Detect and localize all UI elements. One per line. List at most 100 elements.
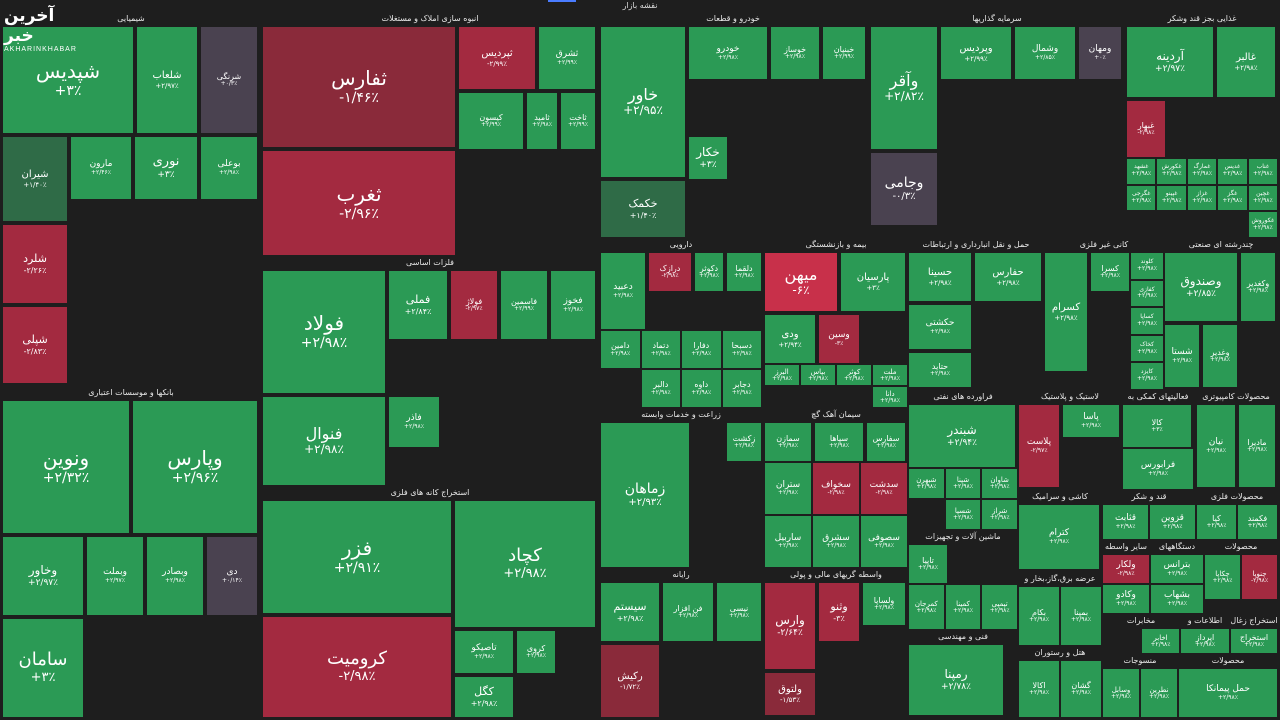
tile: بمپنا +۲/۹۸٪ bbox=[1060, 586, 1102, 646]
tile: ودی +۲/۹۴٪ bbox=[764, 314, 816, 364]
tile: حفارس +۲/۹۸٪ bbox=[974, 252, 1042, 302]
sector-6: فلزات اساسی bbox=[262, 256, 598, 486]
tile-change: -۱/۵۳٪ bbox=[780, 695, 800, 704]
tile-change: +۲/۹۸٪ bbox=[300, 335, 348, 352]
tile: چکاپا +۲/۹۸٪ bbox=[1204, 554, 1241, 600]
tile-change: +۲/۹۸٪ bbox=[1248, 287, 1268, 295]
tile: وبصادر +۲/۹۸٪ bbox=[146, 536, 204, 616]
site-logo: آخرین خبر AKHARINKHABAR bbox=[4, 6, 76, 53]
tile: تپمپی +۲/۹۸٪ bbox=[981, 584, 1018, 630]
tile: نیسی +۲/۹۸٪ bbox=[716, 582, 762, 642]
sector-title: لاستیک و پلاستیک bbox=[1041, 392, 1099, 401]
tile-name: غگز bbox=[1227, 190, 1238, 198]
tile: سدشت -۲/۹۸٪ bbox=[860, 462, 908, 515]
tile: کیسون +۲/۹۹٪ bbox=[458, 92, 524, 150]
tile-name: کسرا bbox=[1101, 263, 1119, 273]
tile-change: +۲/۹۸٪ bbox=[1252, 223, 1273, 231]
tile-name: نطرین bbox=[1149, 685, 1169, 694]
tile-change: +۲/۹۸٪ bbox=[1244, 641, 1264, 649]
sector-title: خودرو و قطعات bbox=[706, 14, 760, 23]
tile: وشمال +۲/۸۵٪ bbox=[1014, 26, 1076, 80]
tile-name: ودی bbox=[781, 329, 799, 341]
tile: تاپیا +۲/۹۸٪ bbox=[908, 544, 948, 584]
tile-change: +۲/۹۸٪ bbox=[1131, 170, 1152, 178]
sector-title: استخراج کانه های فلزی bbox=[390, 488, 470, 497]
tile: خودرو +۲/۹۸٪ bbox=[688, 26, 768, 80]
sector-title: محصولات bbox=[1211, 656, 1245, 665]
tile-name: سیستم bbox=[613, 600, 647, 614]
sector-title: سایر واسطه bbox=[1105, 542, 1147, 551]
tile-change: +۲/۹۹٪ bbox=[834, 53, 854, 61]
tile: غکورش +۲/۹۸٪ bbox=[1156, 158, 1187, 185]
tile-name: وجامی bbox=[884, 175, 924, 192]
tile-change: +۲/۹۸٪ bbox=[1148, 469, 1168, 477]
sector-28: دستگاههای bbox=[1150, 540, 1204, 614]
tile-name: کخاک bbox=[1140, 340, 1154, 348]
tile: اخابر +۲/۹۸٪ bbox=[1141, 628, 1180, 654]
tile-name: مادیرا bbox=[1247, 437, 1267, 447]
tile: شپلی -۲/۸۳٪ bbox=[2, 306, 68, 384]
tile-change: +۲/۹۸٪ bbox=[718, 53, 738, 61]
sector-title: سرمایه گذاریها bbox=[972, 14, 1022, 23]
tile-change: +۲/۹۸٪ bbox=[1195, 641, 1215, 649]
tile-name: غشهد bbox=[1134, 163, 1149, 171]
tile-change: +۰/۳٪ bbox=[220, 80, 238, 88]
tile: ثامید +۲/۹۸٪ bbox=[526, 92, 558, 150]
tile-name: غکورش bbox=[1161, 163, 1182, 171]
tile: وبملت +۲/۹۷٪ bbox=[86, 536, 144, 616]
tile: پلاست -۲/۹۷٪ bbox=[1018, 404, 1060, 488]
tile-change: +۲/۹۸٪ bbox=[778, 489, 798, 497]
tile: شپنا +۲/۹۸٪ bbox=[944, 468, 982, 499]
sector-title: استخراج زغال bbox=[1230, 616, 1278, 625]
tile-change: +۲/۹۸٪ bbox=[1137, 264, 1157, 272]
tile-change: +۲/۹۹٪ bbox=[514, 305, 534, 313]
tile: دامین +۲/۹۸٪ bbox=[600, 330, 641, 369]
tile-change: +۲/۹۸٪ bbox=[916, 483, 937, 491]
tile-name: وکادو bbox=[1116, 590, 1136, 601]
tile-name: غناب bbox=[1256, 163, 1270, 171]
tile-name: شراز bbox=[992, 507, 1008, 516]
tile: کسرام +۲/۹۸٪ bbox=[1044, 252, 1088, 372]
tile-change: -۲/۸۳٪ bbox=[23, 346, 47, 356]
tile-change: -۲/۹۸٪ bbox=[661, 272, 679, 280]
tile-name: وپردیس bbox=[959, 43, 993, 55]
tile: پارسیان +۳٪ bbox=[840, 252, 906, 312]
tile-name: سمازن bbox=[776, 433, 800, 443]
sector-14: زراعت و خدمات وابسته bbox=[600, 408, 762, 568]
tile-name: وسین bbox=[828, 330, 850, 341]
tile-change: +۲/۹۸٪ bbox=[610, 349, 631, 357]
tile-name: کفازی bbox=[1139, 285, 1155, 293]
tile: وکادو +۲/۹۸٪ bbox=[1102, 584, 1150, 614]
sector-11: کانی غیر فلزی bbox=[1044, 238, 1164, 390]
tile: مادیرا +۲/۹۸٪ bbox=[1238, 404, 1276, 488]
tile-change: +۳٪ bbox=[1151, 426, 1163, 434]
tile-name: ومهان bbox=[1088, 44, 1112, 55]
tile-name: سخواف bbox=[821, 479, 851, 490]
tile: کمرجان +۲/۹۸٪ bbox=[908, 584, 945, 630]
tile-name: فرابورس bbox=[1140, 460, 1176, 471]
tile: ثشرق +۲/۹۹٪ bbox=[538, 26, 596, 90]
tile: درازک -۲/۹۸٪ bbox=[648, 252, 692, 292]
tile-change: +۲/۹۸٪ bbox=[1137, 292, 1157, 300]
tile-name: میهن bbox=[784, 264, 818, 284]
tile: آردینه +۲/۹۷٪ bbox=[1126, 26, 1214, 98]
tile-change: +۲/۹۸٪ bbox=[165, 576, 185, 584]
tile: شیران +۱/۴۰٪ bbox=[2, 136, 68, 222]
tile: زکشت +۲/۹۸٪ bbox=[726, 422, 762, 462]
tile-change: -۲/۹۸٪ bbox=[338, 668, 376, 684]
tile-change: +۲/۹۸٪ bbox=[989, 606, 1010, 614]
tile-name: غالبر bbox=[1236, 52, 1256, 64]
tile-change: +۲/۹۸٪ bbox=[699, 272, 719, 280]
tile-name: وارس bbox=[775, 612, 805, 627]
tile: حتاید +۲/۹۸٪ bbox=[908, 352, 972, 388]
tile-name: فاذر bbox=[406, 413, 422, 424]
sector-title: غذایی بجز قند وشکر bbox=[1167, 14, 1237, 23]
tile-name: ثشرق bbox=[555, 49, 579, 60]
tile-change: +۲/۳۲٪ bbox=[42, 470, 90, 487]
tile-change: +۲/۹۷٪ bbox=[1155, 63, 1185, 74]
tile-name: قزوین bbox=[1161, 513, 1184, 524]
tile-change: +۲/۹۸٪ bbox=[1161, 196, 1182, 204]
tile-change: +۲/۹۸٪ bbox=[1252, 196, 1273, 204]
tile-change: +۲/۹۸٪ bbox=[1116, 599, 1136, 607]
tile-name: کیا bbox=[1212, 513, 1221, 523]
